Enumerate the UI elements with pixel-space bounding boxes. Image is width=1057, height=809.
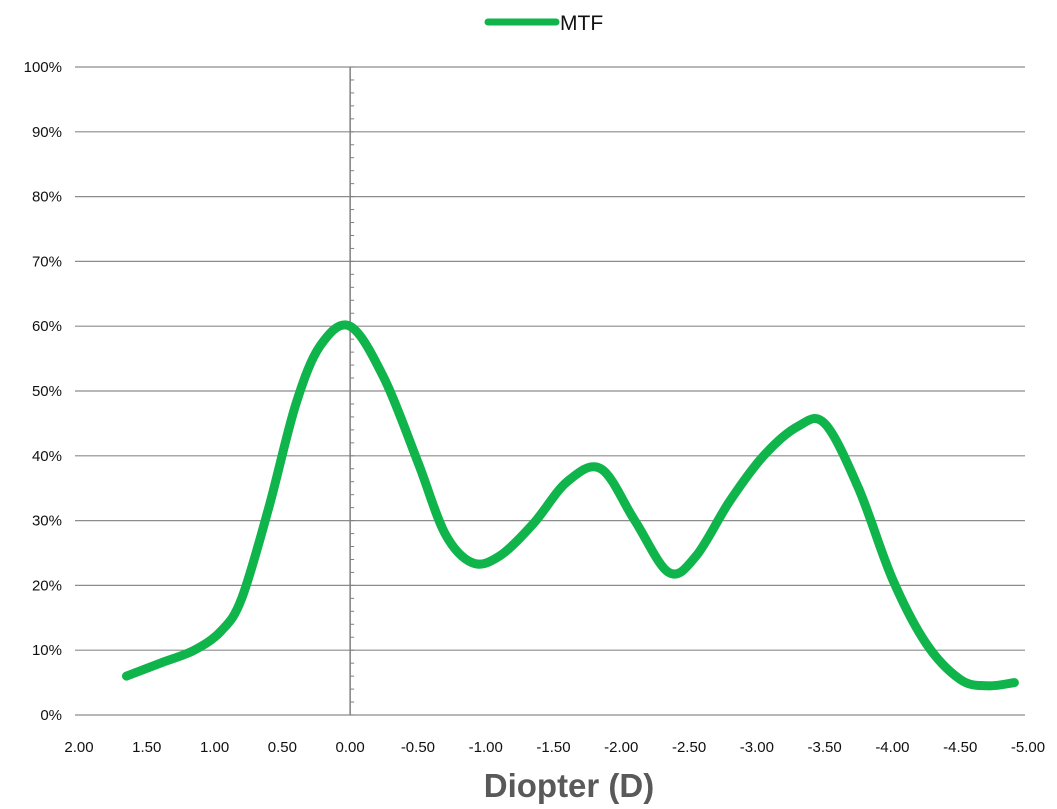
y-tick-label: 20% <box>32 577 62 594</box>
y-tick-label: 40% <box>32 448 62 465</box>
series-lines <box>122 320 1019 691</box>
x-tick-label: -4.00 <box>875 739 909 756</box>
reference-line-group <box>349 66 355 716</box>
x-tick-label: 0.00 <box>336 739 365 756</box>
x-tick-label: -3.50 <box>808 739 842 756</box>
y-tick-label: 10% <box>32 642 62 659</box>
x-tick-label: -4.50 <box>943 739 977 756</box>
x-tick-label: 1.00 <box>200 739 229 756</box>
x-tick-label: 0.50 <box>268 739 297 756</box>
x-tick-label: -1.00 <box>469 739 503 756</box>
x-tick-labels: 2.00 1.50 1.00 0.50 0.00 -0.50 -1.00 -1.50 -2.00… <box>64 739 1045 756</box>
y-tick-label: 60% <box>32 318 62 335</box>
y-tick-label: 80% <box>32 189 62 206</box>
gridlines <box>75 66 1025 716</box>
y-tick-label: 100% <box>24 59 62 76</box>
x-tick-label: -0.50 <box>401 739 435 756</box>
x-tick-label: -5.00 <box>1011 739 1045 756</box>
legend-label-mtf: MTF <box>560 12 603 35</box>
y-tick-label: 90% <box>32 124 62 141</box>
x-tick-label: -3.00 <box>740 739 774 756</box>
x-tick-label: -2.00 <box>604 739 638 756</box>
y-tick-label: 0% <box>40 707 62 724</box>
x-tick-label: -2.50 <box>672 739 706 756</box>
x-tick-label: 1.50 <box>132 739 161 756</box>
y-tick-label: 50% <box>32 383 62 400</box>
y-tick-label: 70% <box>32 253 62 270</box>
y-tick-label: 30% <box>32 513 62 530</box>
y-tick-labels: 0% 10% 20% 30% 40% 50% 60% 70% 80% 90% 100% <box>24 59 62 724</box>
x-tick-label: -1.50 <box>536 739 570 756</box>
series-line-mtf <box>122 320 1019 691</box>
x-axis-label: Diopter (D) <box>484 767 654 804</box>
legend: MTF <box>484 12 603 35</box>
x-tick-label: 2.00 <box>64 739 93 756</box>
